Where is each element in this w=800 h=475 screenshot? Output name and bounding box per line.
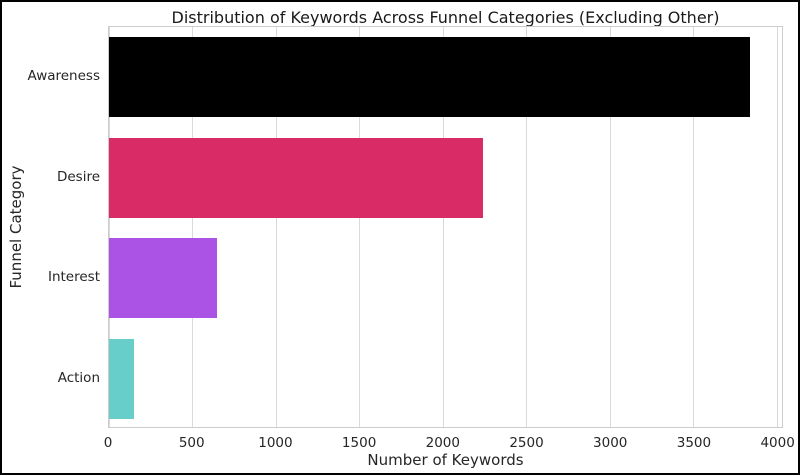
y-tick-label: Interest bbox=[47, 269, 100, 286]
gridline bbox=[192, 27, 194, 427]
gridline bbox=[526, 27, 528, 427]
gridline bbox=[359, 27, 361, 427]
x-tick-label: 500 bbox=[178, 435, 205, 451]
x-tick-label: 1000 bbox=[258, 435, 293, 451]
x-tick-label: 0 bbox=[103, 435, 113, 451]
plot-area bbox=[108, 26, 783, 428]
x-tick-label: 3000 bbox=[593, 435, 628, 451]
y-axis-label: Funnel Category bbox=[7, 165, 25, 289]
y-tick-label: Desire bbox=[56, 168, 100, 185]
y-tick-label: Awareness bbox=[27, 68, 101, 85]
bar-desire bbox=[109, 137, 483, 218]
x-tick-label: 3500 bbox=[676, 435, 712, 451]
x-tick-label: 1500 bbox=[341, 435, 377, 451]
x-axis-label: Number of Keywords bbox=[367, 451, 524, 469]
x-tick-label: 2500 bbox=[509, 435, 544, 451]
gridline bbox=[442, 27, 444, 427]
x-axis-ticks: 0 500 1000 1500 2000 2500 3000 3500 4000 bbox=[104, 435, 795, 451]
bar-awareness bbox=[109, 37, 750, 118]
chart-title: Distribution of Keywords Across Funnel C… bbox=[171, 8, 720, 27]
gridline bbox=[776, 27, 778, 427]
gridline bbox=[693, 27, 695, 427]
x-tick-label: 2000 bbox=[425, 435, 460, 451]
x-tick-label: 4000 bbox=[760, 435, 795, 451]
gridline bbox=[109, 27, 110, 427]
bar-interest bbox=[109, 238, 218, 319]
gridline bbox=[609, 27, 611, 427]
gridline bbox=[275, 27, 277, 427]
bar-action bbox=[109, 338, 135, 419]
y-tick-label: Action bbox=[57, 369, 100, 386]
